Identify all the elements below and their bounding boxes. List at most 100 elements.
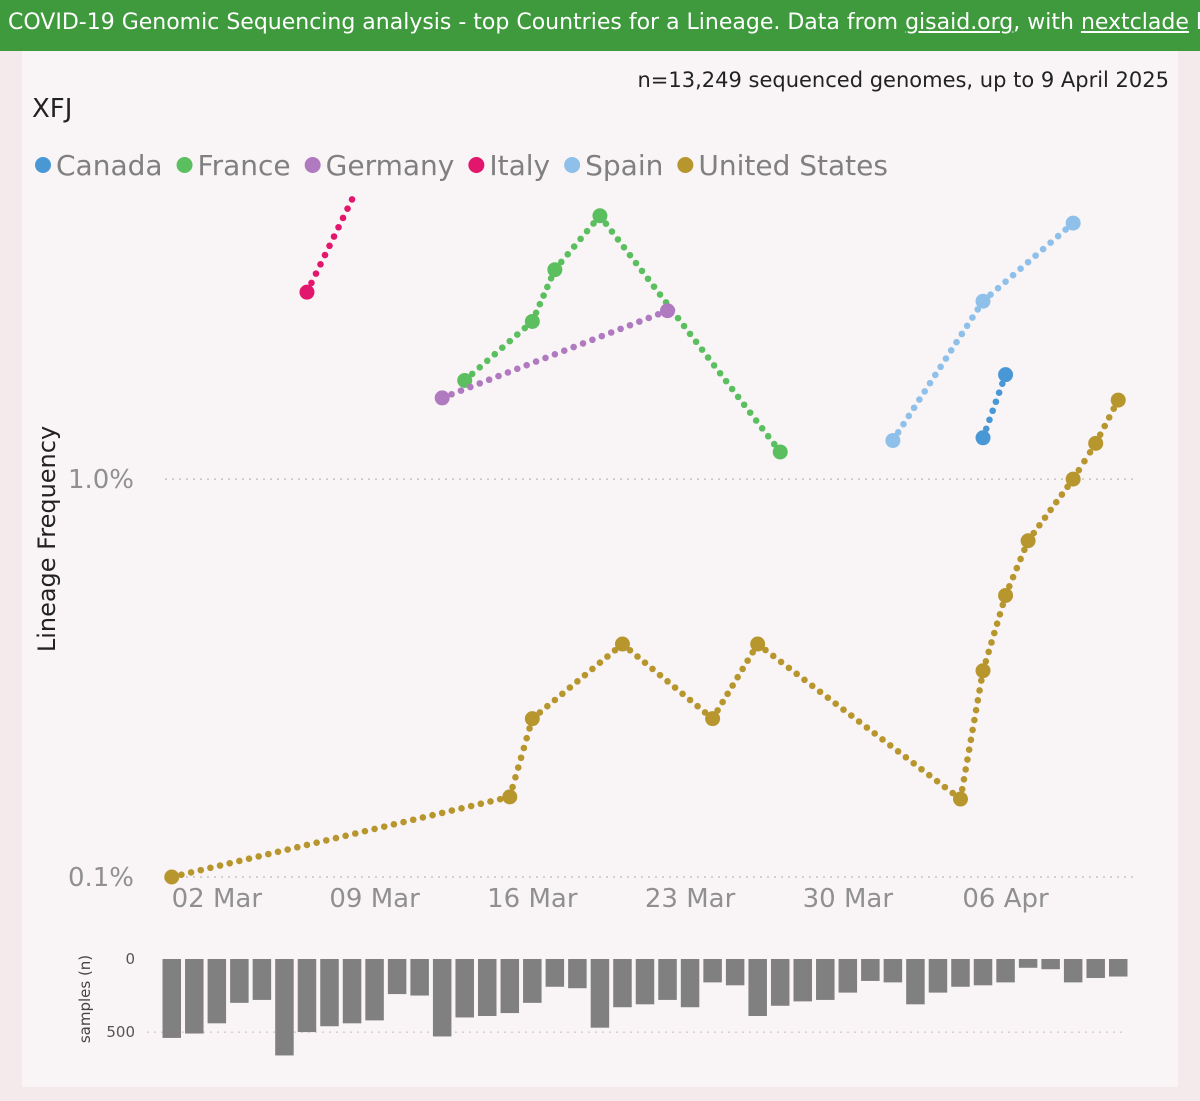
data-point-united-states[interactable]	[614, 636, 630, 652]
data-point-france[interactable]	[547, 262, 563, 278]
legend-label-italy[interactable]: Italy	[489, 149, 550, 182]
sample-bar[interactable]	[320, 959, 339, 1027]
data-point-spain[interactable]	[1065, 215, 1081, 231]
data-point-spain[interactable]	[885, 433, 901, 449]
sample-bar[interactable]	[613, 959, 632, 1008]
sample-bar[interactable]	[951, 959, 970, 987]
sample-bar[interactable]	[1041, 959, 1060, 970]
sample-bar[interactable]	[162, 959, 182, 1038]
data-point-spain[interactable]	[975, 293, 991, 309]
sample-bar[interactable]	[928, 959, 948, 993]
sample-bar[interactable]	[478, 959, 497, 1016]
connector-dot	[704, 354, 712, 361]
connector-dot	[514, 331, 521, 338]
legend-label-canada[interactable]: Canada	[56, 149, 163, 182]
connector-dot	[308, 279, 315, 287]
sample-bar[interactable]	[861, 959, 880, 981]
connector-dot	[734, 673, 741, 681]
connector-dot	[570, 343, 577, 351]
gisaid-link[interactable]: gisaid.org	[905, 10, 1014, 35]
data-point-italy[interactable]	[299, 284, 315, 300]
sample-bar[interactable]	[883, 959, 903, 983]
connector-dot	[560, 347, 568, 354]
legend-label-spain[interactable]: Spain	[585, 149, 663, 182]
sample-bar[interactable]	[1086, 959, 1105, 978]
sample-bar[interactable]	[432, 959, 452, 1037]
data-point-united-states[interactable]	[524, 711, 540, 727]
connector-dot	[999, 601, 1007, 609]
data-point-france[interactable]	[772, 444, 788, 460]
data-point-united-states[interactable]	[1020, 533, 1036, 549]
sample-bar[interactable]	[703, 959, 722, 983]
connector-dot	[607, 329, 615, 336]
data-point-france[interactable]	[457, 372, 473, 388]
sample-bar[interactable]	[816, 959, 835, 1000]
series-italy	[299, 196, 356, 300]
sample-bar[interactable]	[410, 959, 429, 996]
nextclade-link[interactable]: nextclade	[1080, 10, 1189, 35]
sample-bar[interactable]	[770, 959, 790, 1006]
connector-dot	[793, 670, 800, 678]
data-point-canada[interactable]	[998, 367, 1014, 383]
sample-bar[interactable]	[207, 959, 227, 1024]
connector-dot	[941, 783, 949, 791]
sample-bar[interactable]	[1063, 959, 1083, 983]
sample-bar[interactable]	[252, 959, 272, 1000]
connector-dot	[926, 379, 934, 387]
sample-bar[interactable]	[500, 959, 520, 1014]
sample-bar[interactable]	[680, 959, 700, 1008]
data-point-united-states[interactable]	[705, 711, 721, 727]
connector-dot	[879, 736, 886, 743]
sample-bar[interactable]	[906, 959, 925, 1005]
sample-bar[interactable]	[590, 959, 610, 1028]
data-point-france[interactable]	[592, 208, 608, 224]
data-point-france[interactable]	[524, 313, 540, 329]
legend-label-united-states[interactable]: United States	[698, 149, 888, 182]
legend-label-france[interactable]: France	[198, 149, 291, 182]
data-point-united-states[interactable]	[164, 869, 180, 885]
connector-dot	[498, 344, 506, 351]
data-point-united-states[interactable]	[750, 636, 766, 652]
data-point-united-states[interactable]	[502, 789, 518, 805]
sample-bar[interactable]	[973, 959, 993, 986]
sample-bar[interactable]	[568, 959, 587, 989]
sample-bar[interactable]	[996, 959, 1015, 983]
x-axis-ticks: 02 Mar 09 Mar 16 Mar 23 Mar 30 Mar 06 Apr	[172, 884, 1049, 914]
data-point-united-states[interactable]	[952, 791, 968, 807]
sample-bar[interactable]	[658, 959, 677, 1000]
sample-bar[interactable]	[793, 959, 812, 1002]
sample-bar[interactable]	[725, 959, 745, 986]
sample-bar[interactable]	[365, 959, 384, 1021]
connector-dot	[664, 678, 671, 685]
sample-bar[interactable]	[523, 959, 542, 1003]
sample-bar[interactable]	[297, 959, 317, 1033]
data-point-germany[interactable]	[660, 303, 676, 319]
sample-bar[interactable]	[455, 959, 474, 1018]
data-point-germany[interactable]	[434, 390, 450, 406]
sample-bar[interactable]	[387, 959, 407, 995]
data-point-united-states[interactable]	[1088, 435, 1104, 451]
connector-dot	[226, 859, 234, 867]
connector-dot	[557, 258, 565, 266]
sample-bar[interactable]	[635, 959, 655, 1005]
banner-text-suffix: lineages Sc	[1195, 10, 1200, 35]
data-point-canada[interactable]	[975, 430, 991, 446]
sample-bar[interactable]	[230, 959, 249, 1003]
sample-bar[interactable]	[1018, 959, 1038, 968]
connector-dot	[351, 830, 359, 837]
connector-dot	[641, 659, 649, 667]
data-point-united-states[interactable]	[1110, 392, 1126, 408]
connector-dot	[617, 325, 624, 333]
sample-bar[interactable]	[838, 959, 858, 993]
sample-bar[interactable]	[748, 959, 767, 1016]
data-point-united-states[interactable]	[998, 587, 1014, 603]
sample-bar[interactable]	[185, 959, 204, 1034]
sample-bar[interactable]	[1108, 959, 1128, 977]
legend-label-germany[interactable]: Germany	[326, 149, 455, 182]
sample-bar[interactable]	[275, 959, 294, 1056]
sample-bar[interactable]	[545, 959, 565, 987]
connector-dot	[348, 196, 356, 203]
sample-bar[interactable]	[342, 959, 362, 1024]
data-point-united-states[interactable]	[1065, 471, 1081, 487]
data-point-united-states[interactable]	[975, 663, 991, 679]
